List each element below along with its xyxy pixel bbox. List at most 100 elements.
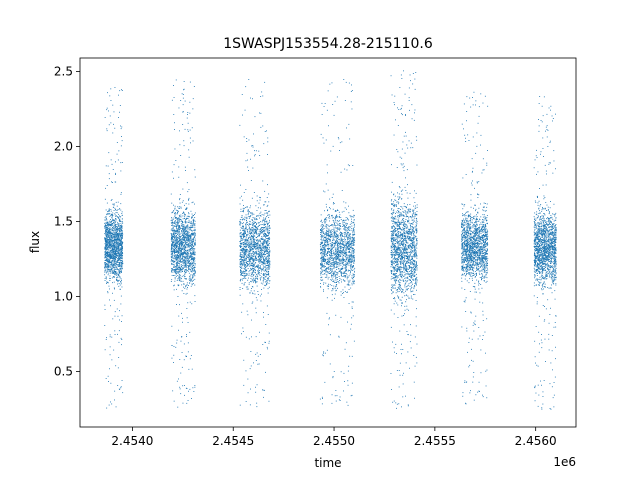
data-point bbox=[258, 267, 260, 269]
data-point bbox=[177, 284, 179, 286]
data-point bbox=[248, 244, 250, 246]
data-point bbox=[350, 237, 352, 239]
data-point bbox=[120, 233, 122, 235]
data-point bbox=[263, 234, 265, 236]
data-point bbox=[251, 235, 252, 236]
data-point bbox=[186, 225, 188, 227]
data-point bbox=[256, 218, 258, 219]
data-point bbox=[172, 236, 174, 238]
data-point bbox=[243, 253, 245, 255]
data-point bbox=[115, 250, 116, 252]
data-point bbox=[193, 234, 195, 236]
data-point bbox=[191, 235, 193, 236]
data-point bbox=[111, 243, 112, 245]
data-point bbox=[116, 273, 118, 275]
data-point bbox=[170, 233, 172, 234]
data-point bbox=[262, 244, 264, 246]
data-point bbox=[106, 249, 108, 251]
data-point bbox=[240, 216, 242, 218]
data-point bbox=[122, 246, 123, 247]
data-point bbox=[119, 277, 121, 279]
data-point bbox=[105, 209, 107, 211]
data-point bbox=[171, 245, 173, 247]
data-point bbox=[250, 263, 252, 264]
data-point bbox=[256, 285, 258, 287]
data-point bbox=[186, 227, 188, 229]
data-point bbox=[176, 217, 177, 218]
data-point bbox=[114, 235, 116, 237]
data-point bbox=[118, 252, 119, 253]
data-point bbox=[113, 265, 115, 267]
data-point bbox=[191, 233, 192, 235]
data-point bbox=[180, 277, 182, 279]
data-point bbox=[239, 124, 241, 126]
data-point bbox=[241, 195, 242, 197]
data-point bbox=[185, 230, 187, 232]
data-point bbox=[119, 248, 121, 250]
data-point bbox=[105, 239, 107, 241]
data-point bbox=[184, 226, 186, 228]
data-point bbox=[182, 261, 184, 263]
data-point bbox=[186, 259, 188, 261]
data-point bbox=[253, 237, 254, 239]
data-point bbox=[264, 246, 266, 248]
data-point bbox=[185, 261, 187, 263]
data-point bbox=[180, 232, 182, 234]
data-point bbox=[254, 245, 256, 247]
data-point bbox=[187, 257, 189, 259]
data-point bbox=[185, 170, 186, 171]
data-point bbox=[263, 223, 265, 225]
data-point bbox=[263, 312, 264, 313]
data-point bbox=[185, 214, 186, 216]
data-point bbox=[253, 133, 254, 135]
data-point bbox=[245, 336, 247, 338]
data-point bbox=[175, 236, 177, 238]
data-point bbox=[186, 233, 187, 234]
data-point bbox=[263, 258, 264, 260]
data-point bbox=[339, 258, 340, 260]
data-point bbox=[108, 234, 110, 236]
data-point bbox=[346, 292, 348, 293]
data-point bbox=[171, 212, 173, 214]
data-point bbox=[248, 259, 250, 260]
data-point bbox=[251, 261, 253, 263]
data-point bbox=[176, 249, 178, 251]
data-point bbox=[120, 257, 122, 259]
data-point bbox=[193, 252, 194, 254]
data-point bbox=[109, 233, 111, 234]
data-point bbox=[268, 241, 270, 243]
data-point bbox=[179, 278, 181, 280]
data-point bbox=[182, 256, 184, 257]
data-point bbox=[121, 260, 123, 261]
data-point bbox=[188, 240, 189, 241]
data-point bbox=[122, 261, 124, 263]
data-point bbox=[241, 275, 243, 276]
data-point bbox=[248, 250, 250, 252]
data-point bbox=[264, 224, 266, 226]
data-point bbox=[263, 260, 265, 262]
data-point bbox=[116, 232, 118, 233]
data-point bbox=[117, 233, 119, 235]
data-point bbox=[269, 264, 271, 266]
data-point bbox=[119, 271, 121, 272]
data-point bbox=[190, 269, 191, 271]
data-point bbox=[107, 256, 109, 258]
data-point bbox=[174, 253, 175, 255]
data-point bbox=[116, 239, 118, 241]
data-point bbox=[254, 266, 256, 268]
data-point bbox=[184, 260, 186, 262]
data-point bbox=[191, 226, 193, 228]
data-point bbox=[114, 257, 116, 259]
data-point bbox=[266, 235, 268, 236]
data-point bbox=[194, 295, 196, 297]
data-point bbox=[259, 277, 261, 279]
data-point bbox=[349, 226, 350, 228]
data-point bbox=[264, 201, 266, 203]
data-point bbox=[253, 221, 255, 223]
data-point bbox=[245, 238, 247, 240]
data-point bbox=[183, 359, 185, 361]
data-point bbox=[110, 233, 112, 235]
data-point bbox=[184, 272, 186, 274]
data-point bbox=[268, 400, 270, 402]
data-point bbox=[244, 260, 246, 261]
